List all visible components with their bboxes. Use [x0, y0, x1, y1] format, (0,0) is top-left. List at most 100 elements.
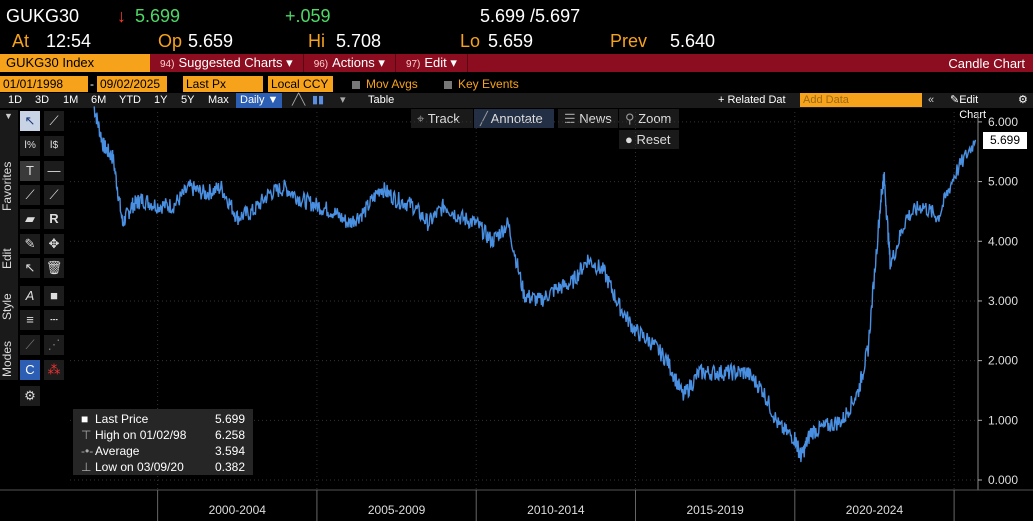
y-tick-label: 2.000: [988, 354, 1018, 368]
actions-menu[interactable]: 96) Actions ▾: [304, 54, 396, 72]
settings-bar: 01/01/1998 - 09/02/2025 Last Px Local CC…: [0, 76, 1033, 92]
date-dash: -: [90, 77, 94, 91]
checkbox-icon: [444, 80, 452, 89]
x-tick-label: 2010-2014: [527, 503, 585, 517]
start-date-field[interactable]: 01/01/1998: [0, 76, 88, 92]
low-label: Lo: [460, 31, 481, 51]
period-6m[interactable]: 6M: [91, 94, 107, 106]
high-label: Hi: [308, 31, 325, 51]
pencil-icon: ╱: [480, 111, 488, 126]
tab-favorites[interactable]: Favorites: [0, 161, 14, 211]
x-tick-label: 2020-2024: [846, 503, 904, 517]
settings-gear-icon[interactable]: ⚙: [20, 386, 40, 406]
edit-menu[interactable]: 97) Edit ▾: [396, 54, 468, 72]
dollar-tool-icon[interactable]: Ⅰ$: [44, 136, 64, 156]
horizontal-line-icon[interactable]: —: [44, 161, 64, 181]
zoom-button[interactable]: ⚲ Zoom: [619, 109, 679, 128]
table-button[interactable]: Table: [368, 94, 395, 106]
mov-avgs-toggle[interactable]: Mov Avgs: [352, 76, 418, 92]
x-tick-label: 2000-2004: [209, 503, 267, 517]
average-marker-icon: -•-: [81, 444, 94, 458]
suggested-charts-menu[interactable]: 94) Suggested Charts ▾: [150, 54, 304, 72]
y-tick-label: 1.000: [988, 413, 1018, 427]
trend-line-icon[interactable]: ⟋: [20, 185, 40, 205]
open-label: Op: [158, 31, 183, 51]
retracement-icon[interactable]: R: [44, 209, 64, 229]
color-swatch-icon[interactable]: ■: [44, 286, 64, 306]
low-value: 5.659: [488, 31, 534, 51]
period-1d[interactable]: 1D: [8, 94, 23, 106]
move-icon[interactable]: ✥: [44, 234, 64, 254]
mode-dots-icon[interactable]: ⁂: [44, 360, 64, 380]
period-1m[interactable]: 1M: [63, 94, 79, 106]
white-square-icon: ■: [81, 412, 89, 426]
select-cursor-icon[interactable]: ↖: [20, 258, 40, 278]
end-date-field[interactable]: 09/02/2025: [97, 76, 167, 92]
line-style-icon[interactable]: ┄: [44, 310, 64, 330]
security-field[interactable]: GUKG30 Index: [0, 54, 150, 72]
y-tick-label: 0.000: [988, 473, 1018, 487]
last-price: 5.699: [135, 6, 181, 26]
text-tool-icon[interactable]: T: [20, 161, 40, 181]
dropdown-caret-icon[interactable]: ▾: [340, 94, 346, 106]
edit-pencil-icon[interactable]: ✎: [20, 234, 40, 254]
track-button[interactable]: ⌖ Track: [411, 109, 473, 128]
ray-line-icon[interactable]: ⟋: [44, 185, 64, 205]
percent-tool-icon[interactable]: Ⅰ%: [20, 136, 40, 156]
annotate-button[interactable]: ╱ Annotate: [474, 109, 554, 128]
crosshair-icon: ⌖: [417, 111, 425, 126]
frequency-select[interactable]: Daily ▼: [236, 93, 283, 108]
x-tick-label: 2005-2009: [368, 503, 426, 517]
tab-modes[interactable]: Modes: [0, 340, 14, 378]
at-label: At: [12, 31, 30, 51]
quote-row-2: At 12:54 Op 5.659 Hi 5.708 Lo 5.659 Prev…: [0, 31, 1033, 53]
disabled-pen-icon: ⟋: [20, 335, 40, 355]
high-marker-icon: ⊤: [81, 428, 92, 442]
news-button[interactable]: ☰ News: [558, 109, 618, 128]
y-tick-label: 3.000: [988, 294, 1018, 308]
trash-icon[interactable]: 🗑: [44, 258, 64, 278]
quote-row-1: GUKG30 ↓ 5.699 +.059 5.699 /5.697: [0, 6, 1033, 28]
tab-style[interactable]: Style: [0, 293, 14, 321]
ticker: GUKG30: [6, 6, 80, 26]
bar-chart-icon[interactable]: ▮▮: [312, 94, 325, 106]
net-change: +.059: [285, 6, 331, 26]
period-5y[interactable]: 5Y: [181, 94, 195, 106]
period-max[interactable]: Max: [208, 94, 229, 106]
price-field-select[interactable]: Last Px: [183, 76, 263, 92]
currency-select[interactable]: Local CCY: [268, 76, 333, 92]
legend-row-average: -•- Average 3.594: [81, 444, 245, 458]
y-tick-label: 5.000: [988, 175, 1018, 189]
last-price-tag: 5.699: [983, 131, 1027, 149]
line-weight-icon[interactable]: ≡: [20, 310, 40, 330]
add-data-input[interactable]: Add Data: [800, 93, 922, 107]
gear-icon[interactable]: ⚙: [1018, 94, 1028, 106]
checkbox-icon: [352, 80, 360, 89]
mode-curve-icon[interactable]: C: [20, 360, 40, 380]
tab-edit[interactable]: Edit: [0, 248, 14, 270]
period-3d[interactable]: 3D: [35, 94, 50, 106]
font-style-icon[interactable]: A: [20, 286, 40, 306]
magnifier-icon: ⚲: [625, 111, 635, 126]
edit-chart-button[interactable]: ✎ Edit Chart: [950, 94, 987, 121]
y-tick-label: 4.000: [988, 234, 1018, 248]
related-data-button[interactable]: + Related Dat: [718, 94, 786, 106]
reset-icon: ●: [625, 132, 633, 147]
down-arrow-icon: ↓: [117, 6, 126, 26]
bid-ask: 5.699 /5.697: [480, 6, 581, 26]
collapse-panel-icon[interactable]: ▼: [4, 111, 13, 121]
channel-icon[interactable]: ▰: [20, 209, 40, 229]
y-tick-label: 6.000: [988, 115, 1018, 129]
high-value: 5.708: [336, 31, 382, 51]
low-marker-icon: ⊥: [81, 460, 92, 474]
quote-time: 12:54: [46, 31, 92, 51]
collapse-icon[interactable]: «: [928, 94, 935, 106]
legend-row-low: ⊥ Low on 03/09/20 0.382: [81, 460, 245, 474]
key-events-toggle[interactable]: Key Events: [444, 76, 519, 92]
period-ytd[interactable]: YTD: [119, 94, 141, 106]
reset-button[interactable]: ● Reset: [619, 130, 679, 149]
line-chart-icon[interactable]: ╱╲: [292, 94, 306, 106]
pointer-tool-icon[interactable]: ↖: [20, 111, 40, 131]
period-1y[interactable]: 1Y: [154, 94, 168, 106]
draw-tool-icon[interactable]: ⟋: [44, 111, 64, 131]
